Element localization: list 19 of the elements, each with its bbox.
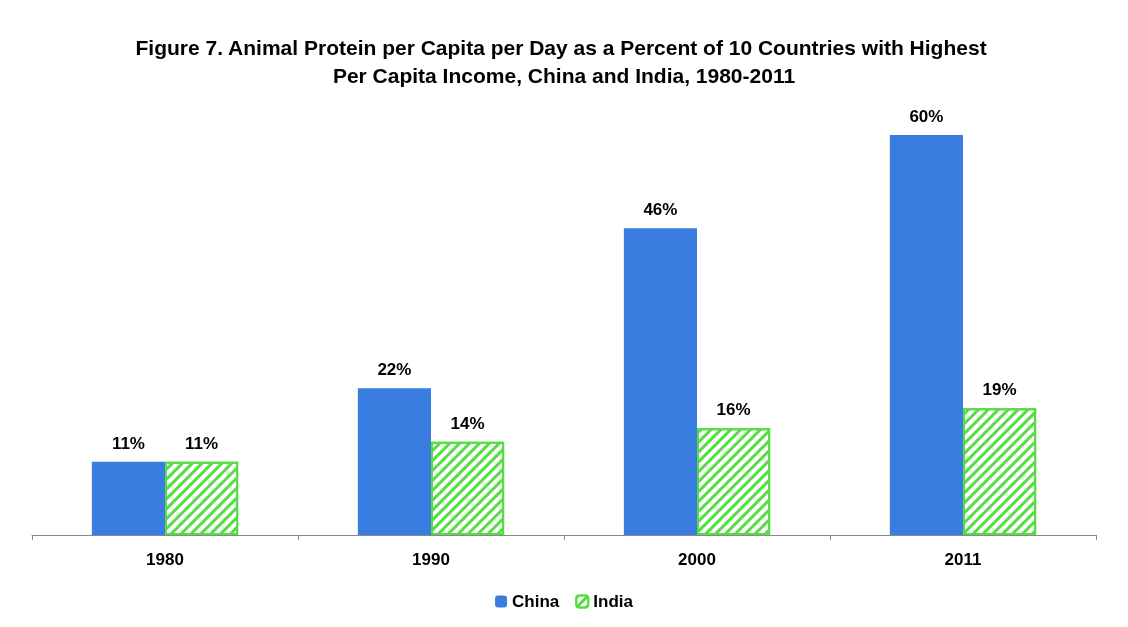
data-label: 22% xyxy=(377,360,412,380)
legend-label: India xyxy=(593,592,634,611)
legend-label: China xyxy=(512,592,560,611)
bar xyxy=(91,461,165,535)
x-tick-label: 1990 xyxy=(412,550,450,569)
data-label: 46% xyxy=(643,200,678,220)
x-tick-label: 1980 xyxy=(146,550,184,569)
data-label: 14% xyxy=(450,413,485,433)
bar xyxy=(889,135,963,535)
bar xyxy=(357,388,431,535)
data-label: 19% xyxy=(982,380,1017,400)
chart-title: Figure 7. Animal Protein per Capita per Day as a Percent of 10 Countries with Highest Per Capita Income, China and India, 1980-2011 xyxy=(135,35,993,87)
data-label: 60% xyxy=(909,107,944,126)
data-label: 11% xyxy=(185,433,219,453)
bar xyxy=(623,228,697,535)
x-tick-label: 2011 xyxy=(944,550,982,569)
x-tick-label: 2000 xyxy=(678,550,716,569)
data-label: 11% xyxy=(111,433,145,453)
data-label: 16% xyxy=(716,400,751,420)
